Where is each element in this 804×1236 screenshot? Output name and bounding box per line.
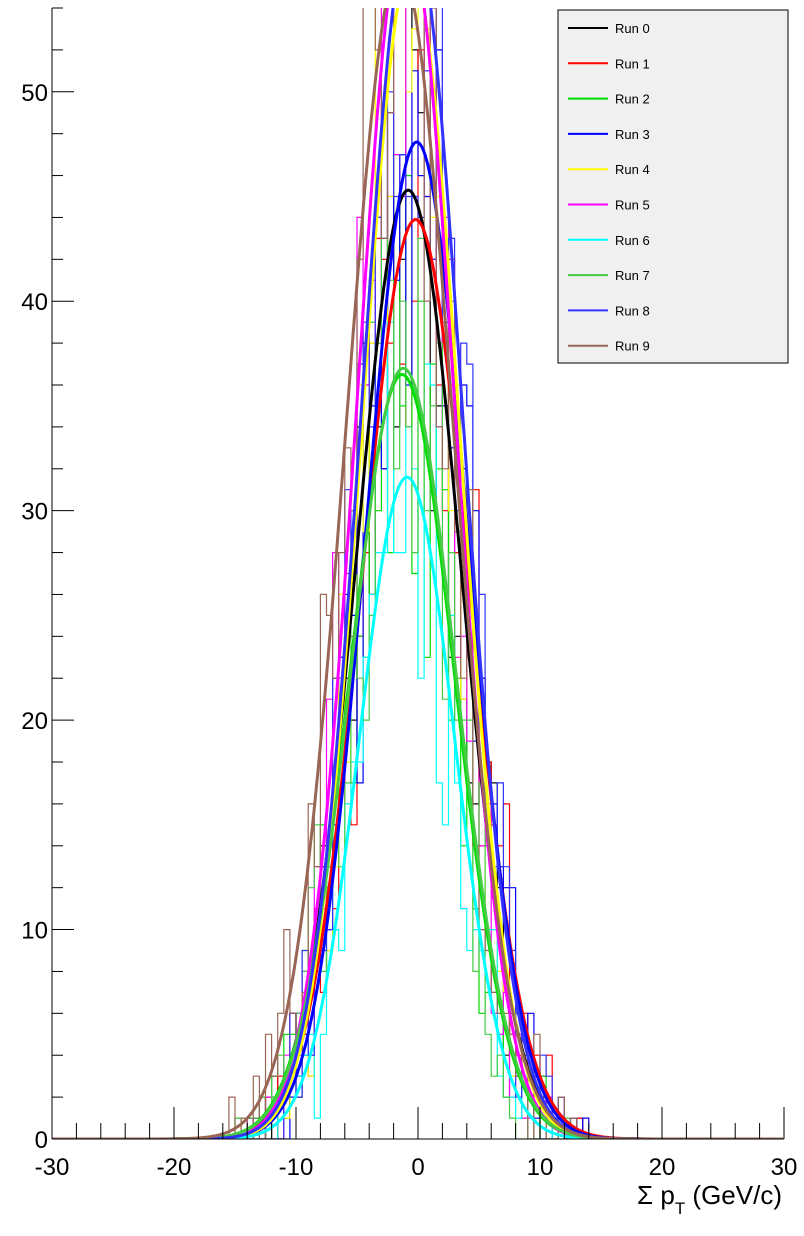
y-tick-label: 20: [21, 708, 48, 735]
axes: [51, 7, 785, 1140]
y-tick-label: 40: [21, 289, 48, 316]
legend-label-run-5: Run 5: [615, 198, 650, 213]
histogram-run-3: [52, 49, 784, 1139]
y-tick-label: 0: [35, 1127, 48, 1154]
x-tick-label: -10: [279, 1154, 314, 1181]
histogram-run-7: [52, 237, 784, 1139]
legend-label-run-7: Run 7: [615, 268, 650, 283]
legend-label-run-1: Run 1: [615, 56, 650, 71]
histogram-run-2: [52, 154, 784, 1139]
x-tick-label: -20: [157, 1154, 192, 1181]
legend-label-run-9: Run 9: [615, 339, 650, 354]
x-tick-label: -30: [35, 1154, 70, 1181]
y-tick-label: 10: [21, 918, 48, 945]
x-tick-label: 10: [527, 1154, 554, 1181]
histogram-run-9: [52, 8, 784, 1139]
x-axis-title: Σ pT (GeV/c): [637, 1180, 782, 1218]
fit-curve-run-6: [52, 475, 783, 1139]
legend: Run 0 Run 1 Run 2 Run 3 Run 4 Run 5 Run 6 Run 7…: [557, 9, 789, 364]
x-tick-label: 0: [411, 1154, 424, 1181]
legend-label-run-8: Run 8: [615, 303, 650, 318]
legend-box: [557, 9, 789, 364]
x-tick-label: 30: [771, 1154, 798, 1181]
tick-labels: 0 10 20 30 40 50 -30 -20 -10 0 10 20 30: [21, 80, 797, 1181]
y-tick-label: 30: [21, 499, 48, 526]
y-tick-label: 50: [21, 80, 48, 107]
legend-label-run-3: Run 3: [615, 127, 650, 142]
fit-curve-run-3: [52, 140, 783, 1139]
legend-label-run-0: Run 0: [615, 21, 650, 36]
fit-curve-run-1: [52, 217, 783, 1139]
fit-curve-run-0: [52, 188, 783, 1139]
histogram-run-0: [52, 8, 784, 1139]
legend-label-run-2: Run 2: [615, 92, 650, 107]
x-tick-label: 20: [649, 1154, 676, 1181]
legend-label-run-4: Run 4: [615, 162, 650, 177]
legend-label-run-6: Run 6: [615, 233, 650, 248]
